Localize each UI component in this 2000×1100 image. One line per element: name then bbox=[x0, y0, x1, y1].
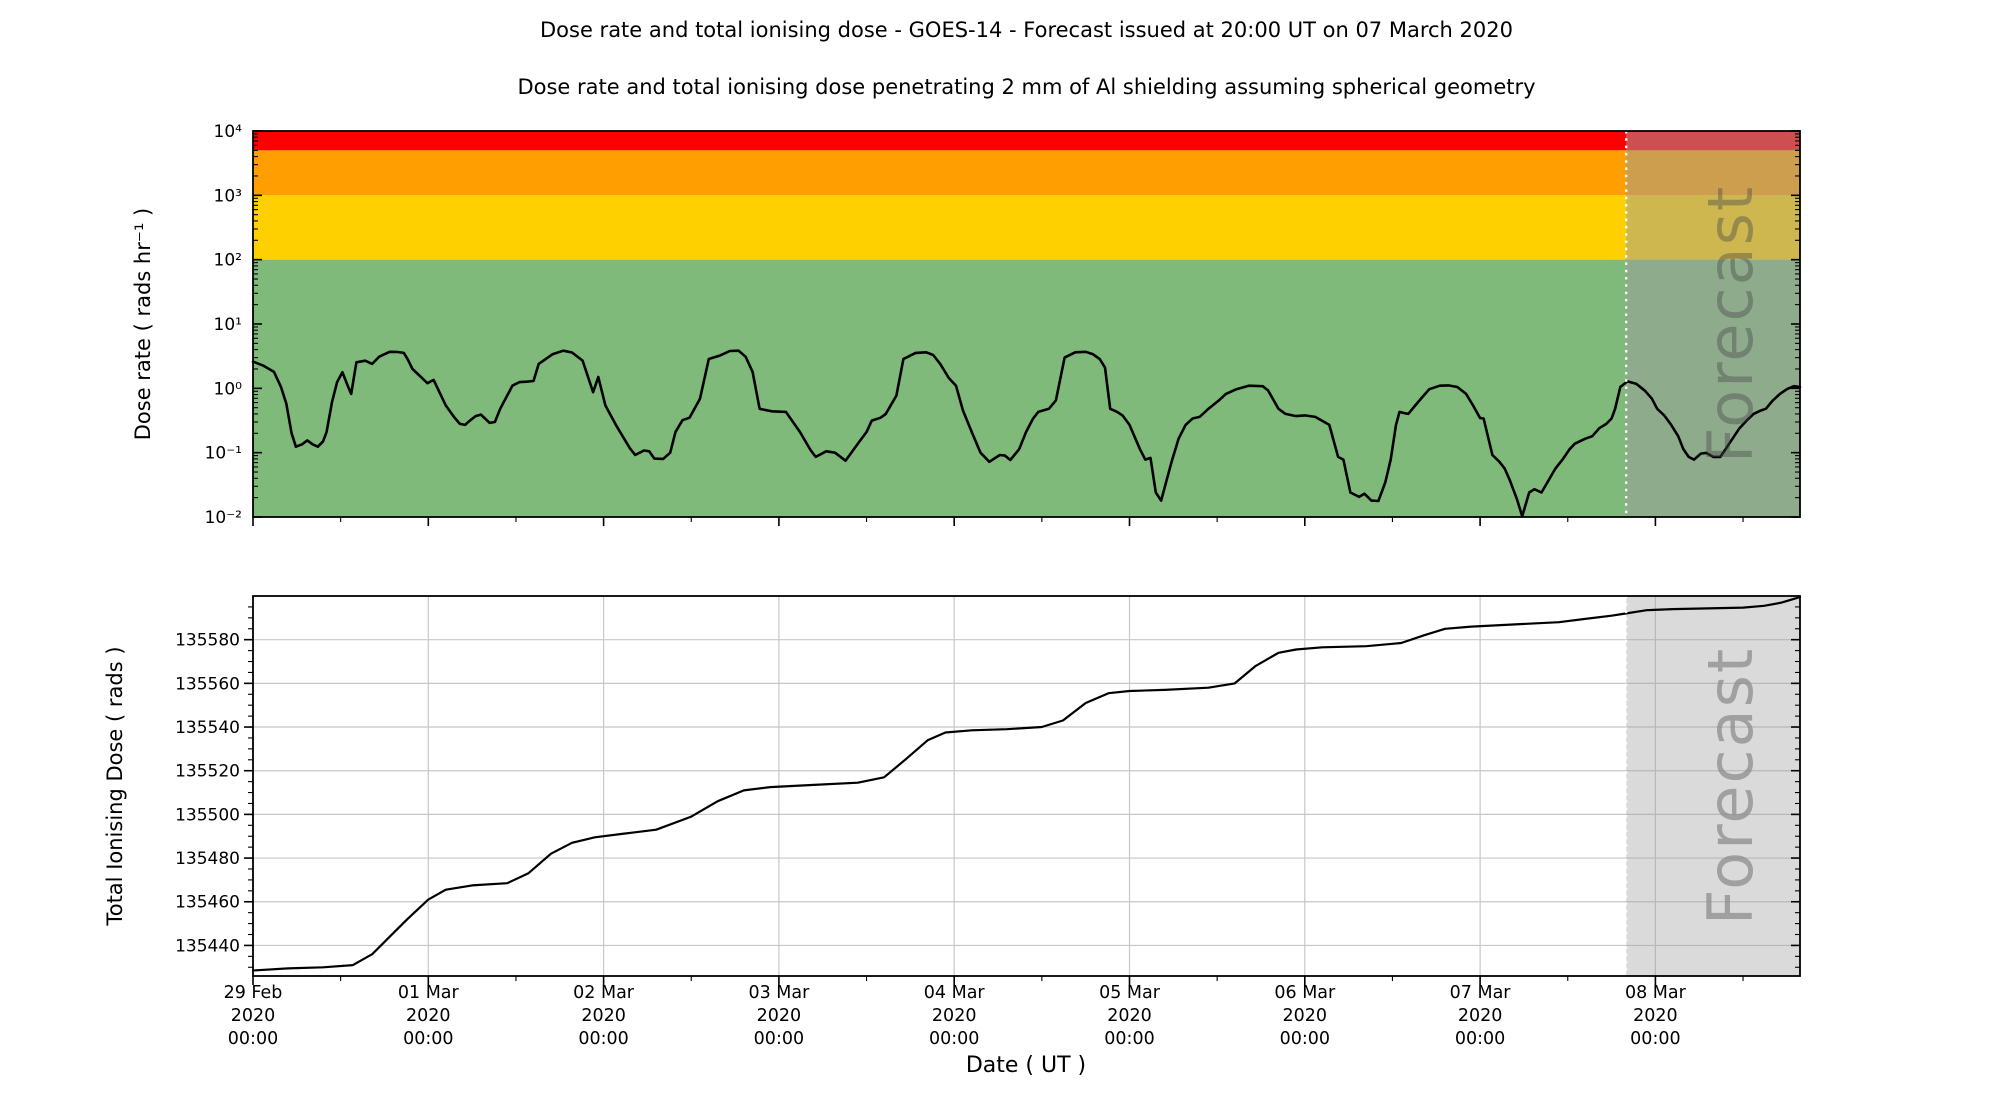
x-axis-label: Date ( UT ) bbox=[966, 1053, 1086, 1078]
xtick-label: 00:00 bbox=[929, 1029, 979, 1049]
xtick-label: 00:00 bbox=[754, 1029, 804, 1049]
dose-rate-line bbox=[251, 349, 1802, 518]
xtick-label: 2020 bbox=[406, 1006, 451, 1026]
figure-subtitle: Dose rate and total ionising dose penetr… bbox=[517, 75, 1536, 99]
xtick-label: 2020 bbox=[1458, 1006, 1503, 1026]
band-orange bbox=[253, 150, 1800, 196]
xtick-label: 00:00 bbox=[1280, 1029, 1330, 1049]
top-y-axis-label: Dose rate ( rads hr⁻¹ ) bbox=[131, 208, 155, 441]
xtick-label: 01 Mar bbox=[398, 983, 460, 1003]
xtick-label: 02 Mar bbox=[573, 983, 635, 1003]
bottom-ytick-label: 135520 bbox=[175, 762, 240, 782]
xtick-label: 00:00 bbox=[403, 1029, 453, 1049]
xtick-label: 00:00 bbox=[1455, 1029, 1505, 1049]
top-ytick-label: 10² bbox=[214, 251, 242, 271]
bottom-plot-border bbox=[252, 595, 1801, 977]
bottom-ytick-label: 135480 bbox=[175, 849, 240, 869]
bottom-ytick-label: 135540 bbox=[175, 718, 240, 738]
xtick-label: 00:00 bbox=[1630, 1029, 1680, 1049]
xtick-label: 00:00 bbox=[1104, 1029, 1154, 1049]
xtick-label: 2020 bbox=[581, 1006, 626, 1026]
xtick-label: 2020 bbox=[1107, 1006, 1152, 1026]
forecast-watermark-top: Forecast bbox=[1694, 185, 1767, 463]
band-yellow bbox=[253, 195, 1800, 260]
dose-rate-chart: 10⁴ 10³ 10² 10¹ 10⁰ 10⁻¹ 10⁻² bbox=[205, 122, 1802, 528]
xtick-label: 2020 bbox=[757, 1006, 802, 1026]
top-ytick-label: 10⁻¹ bbox=[205, 444, 242, 464]
xtick-label: 03 Mar bbox=[748, 983, 810, 1003]
xtick-label: 2020 bbox=[1633, 1006, 1678, 1026]
top-ytick-label: 10¹ bbox=[214, 315, 242, 335]
xtick-label: 06 Mar bbox=[1274, 983, 1336, 1003]
xtick-label: 07 Mar bbox=[1450, 983, 1512, 1003]
top-ytick-label: 10⁴ bbox=[214, 122, 243, 142]
top-y-axis: 10⁴ 10³ 10² 10¹ 10⁰ 10⁻¹ 10⁻² bbox=[205, 122, 1800, 528]
figure-title: Dose rate and total ionising dose - GOES… bbox=[540, 18, 1513, 42]
forecast-region-bottom bbox=[1626, 596, 1800, 976]
xtick-label: 04 Mar bbox=[924, 983, 986, 1003]
xtick-label: 2020 bbox=[231, 1006, 276, 1026]
top-ytick-label: 10⁻² bbox=[205, 508, 242, 528]
top-ytick-label: 10⁰ bbox=[214, 379, 243, 399]
forecast-watermark-bottom: Forecast bbox=[1694, 647, 1767, 925]
bottom-ytick-label: 135440 bbox=[175, 936, 240, 956]
forecast-region-top bbox=[1626, 131, 1800, 517]
top-x-axis bbox=[252, 517, 1744, 526]
bottom-y-axis: 135440 135460 135480 135500 135520 135540 1355… bbox=[175, 606, 1800, 968]
xtick-label: 05 Mar bbox=[1099, 983, 1161, 1003]
bottom-y-axis-label: Total Ionising Dose ( rads ) bbox=[103, 646, 127, 926]
bottom-ytick-label: 135580 bbox=[175, 631, 240, 651]
xtick-label: 00:00 bbox=[578, 1029, 628, 1049]
bottom-ytick-label: 135500 bbox=[175, 805, 240, 825]
xtick-label: 08 Mar bbox=[1625, 983, 1687, 1003]
total-dose-chart: 135440 135460 135480 135500 135520 135540 1355… bbox=[175, 595, 1802, 1049]
bottom-ytick-label: 135460 bbox=[175, 893, 240, 913]
xtick-label: 2020 bbox=[1283, 1006, 1328, 1026]
radiation-warning-bands bbox=[253, 131, 1800, 517]
top-ytick-label: 10³ bbox=[214, 186, 242, 206]
bottom-gridlines bbox=[252, 596, 1800, 976]
bottom-x-axis: 29 Feb 2020 00:00 01 Mar 2020 00:00 02 Mar 2020… bbox=[224, 976, 1744, 1049]
band-red bbox=[253, 131, 1800, 151]
xtick-label: 2020 bbox=[932, 1006, 977, 1026]
bottom-ytick-label: 135560 bbox=[175, 674, 240, 694]
total-dose-line bbox=[251, 596, 1802, 972]
xtick-label: 29 Feb bbox=[224, 983, 283, 1003]
band-green bbox=[253, 259, 1800, 517]
xtick-label: 00:00 bbox=[228, 1029, 278, 1049]
